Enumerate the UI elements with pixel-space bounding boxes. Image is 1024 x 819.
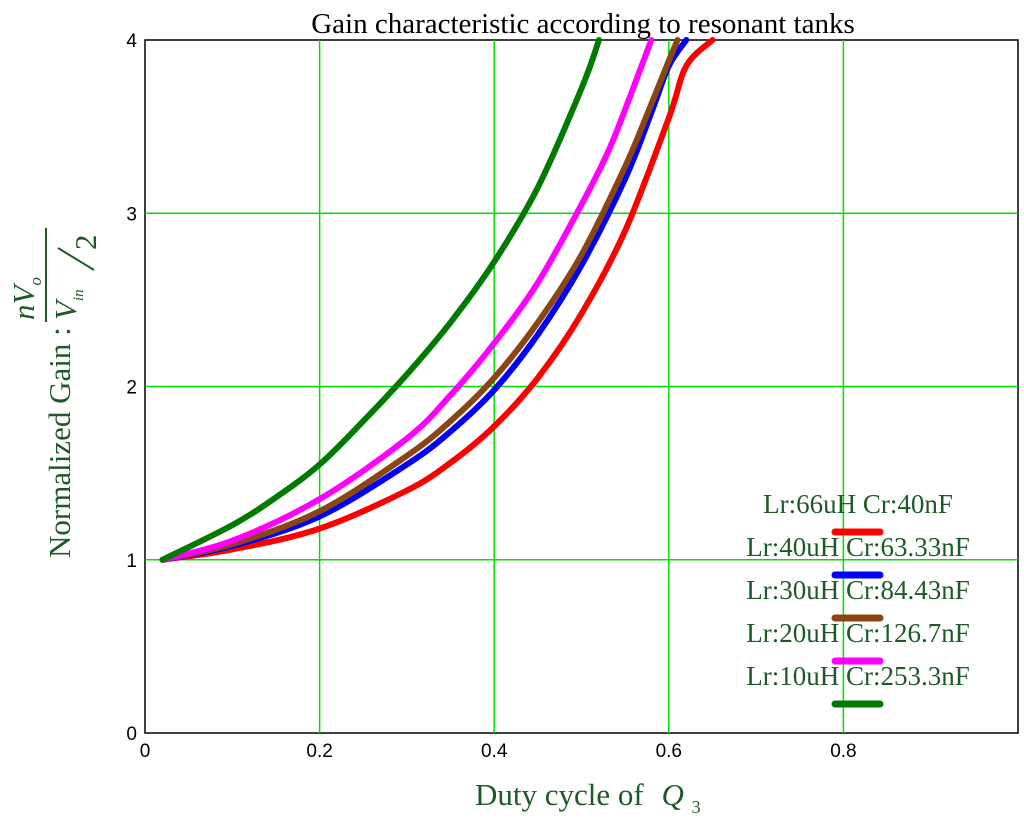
y-tick-label: 1 (126, 551, 137, 572)
formula-numerator-sub: o (26, 277, 45, 286)
formula-numerator-text: nV (6, 283, 41, 321)
y-tick-label: 3 (126, 204, 137, 225)
formula-slash (57, 247, 95, 271)
y-tick-label: 2 (126, 378, 137, 399)
legend: Lr:66uH Cr:40nF Lr:40uH Cr:63.33nF Lr:30uH… (746, 489, 970, 708)
x-tick-label: 0.6 (656, 741, 682, 762)
chart-title: Gain characteristic according to resonan… (311, 8, 855, 40)
legend-label: Lr:66uH Cr:40nF (763, 489, 953, 519)
x-tick-label: 0.8 (830, 741, 856, 762)
y-axis-formula: nVo Vin 2 (6, 228, 103, 322)
series-line-4 (159, 37, 655, 563)
x-axis-label: Duty cycle of Q 3 (475, 777, 701, 817)
formula-denominator-text: V (48, 298, 83, 320)
legend-label: Lr:10uH Cr:253.3nF (746, 661, 970, 691)
legend-label: Lr:30uH Cr:84.43nF (746, 575, 970, 605)
x-axis-label-subscript: 3 (692, 797, 701, 817)
x-tick-label: 0.4 (481, 741, 508, 762)
y-axis-label: Normalized Gain : nVo Vin 2 (6, 228, 103, 558)
series-line-3 (159, 37, 681, 563)
formula-denominator: Vin (48, 289, 87, 320)
legend-label: Lr:20uH Cr:126.7nF (746, 618, 970, 648)
series-line-2 (159, 37, 690, 563)
x-tick-label: 0 (140, 741, 151, 762)
y-tick-label: 0 (126, 724, 137, 745)
gridlines (145, 40, 1018, 733)
legend-label: Lr:40uH Cr:63.33nF (746, 532, 970, 562)
formula-denominator-sub: in (71, 289, 87, 301)
x-axis-label-text: Duty cycle of (475, 777, 644, 812)
x-axis-label-symbol: Q (661, 777, 683, 812)
tick-labels: 0 0.2 0.4 0.6 0.8 0 1 2 3 4 (126, 31, 856, 762)
y-axis-label-text: Normalized Gain : (42, 327, 77, 558)
series-line-1 (159, 37, 716, 563)
series-line-5 (159, 37, 602, 563)
formula-divisor: 2 (68, 235, 103, 251)
y-tick-label: 4 (126, 31, 137, 52)
x-tick-label: 0.2 (306, 741, 332, 762)
formula-numerator: nVo (6, 277, 45, 320)
series-lines (159, 37, 716, 563)
